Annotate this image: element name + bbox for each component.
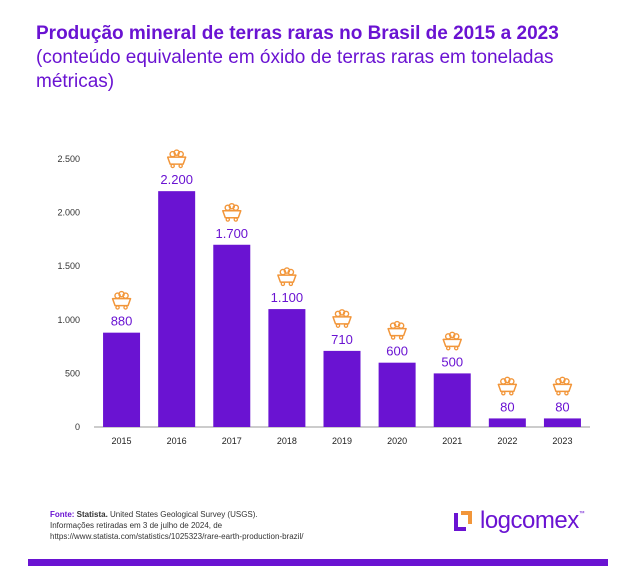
chart-title-main: Produção mineral de terras raras no Bras… [36,23,559,44]
mine-cart-icon [277,267,297,287]
bar [488,418,526,427]
mine-cart-icon [222,202,242,222]
source-line-1: Fonte: Statista. United States Geologica… [50,509,380,520]
bar [103,332,141,427]
y-tick-label: 500 [65,368,80,378]
source-line-2: Informações retiradas em 3 de julho de 2… [50,521,223,530]
bar [543,418,581,427]
y-tick-label: 1.500 [57,261,80,271]
data-label: 1.700 [216,226,249,241]
bar-chart: 0 500 1.000 1.500 2.000 2.500 2015 880 2016 2.200… [57,149,590,446]
y-tick-label: 1.000 [57,315,80,325]
x-tick-label: 2017 [222,436,242,446]
mine-cart-icon [111,290,132,310]
data-label: 500 [441,354,463,369]
logo-wordmark: logcomex [480,507,579,534]
source-label: Fonte: [50,510,75,519]
data-label: 80 [500,399,514,414]
source-url: https://www.statista.com/statistics/1025… [50,532,304,541]
source-org: Statista. [76,510,108,519]
bar [323,350,361,427]
chart-title-sub: (conteúdo equivalente em óxido de terras… [36,47,554,92]
bar [378,362,416,427]
data-label: 710 [331,332,353,347]
chart-title: Produção mineral de terras raras no Bras… [36,22,616,94]
x-tick-label: 2016 [167,436,187,446]
bar [158,191,196,427]
data-label: 1.100 [271,290,304,305]
mine-cart-icon [166,149,187,169]
data-label: 600 [386,344,408,359]
x-tick-label: 2019 [332,436,352,446]
mine-cart-icon [497,376,518,396]
logo-mark-icon [454,511,472,531]
mine-cart-icon [332,309,352,328]
mine-cart-icon [442,331,462,351]
logo-trademark: ™ [578,511,585,517]
bar [213,244,251,427]
data-label: 880 [111,314,133,329]
y-tick-label: 2.500 [57,154,80,164]
x-tick-label: 2023 [552,436,572,446]
mine-cart-icon [387,320,407,340]
bottom-accent-bar [28,559,608,566]
x-tick-label: 2015 [112,436,132,446]
bar [268,309,306,427]
logcomex-logo: logcomex ™ [452,507,585,535]
mine-cart-icon [552,376,573,396]
source-note: Fonte: Statista. United States Geologica… [50,509,380,542]
x-tick-label: 2018 [277,436,297,446]
bar [433,373,471,427]
y-tick-label: 2.000 [57,208,80,218]
y-tick-label: 0 [75,422,80,432]
x-tick-label: 2022 [497,436,517,446]
data-label: 80 [555,399,569,414]
x-tick-label: 2020 [387,436,407,446]
data-label: 2.200 [160,172,193,187]
x-tick-label: 2021 [442,436,462,446]
source-line1-rest: United States Geological Survey (USGS). [107,510,258,519]
